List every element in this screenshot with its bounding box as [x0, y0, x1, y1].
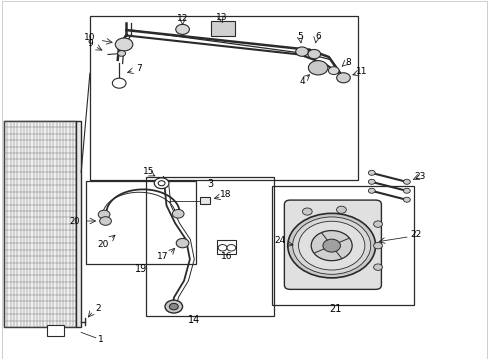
Text: 11: 11 [356, 67, 367, 76]
Text: 2: 2 [95, 303, 101, 312]
Bar [199, 197, 210, 204]
Circle shape [298, 221, 364, 270]
Text: 16: 16 [220, 252, 232, 261]
Circle shape [403, 188, 409, 193]
Text: 4: 4 [299, 77, 304, 86]
Text: 10: 10 [84, 33, 96, 42]
Text: 15: 15 [142, 167, 154, 176]
Text: 14: 14 [188, 315, 200, 325]
Text: 6: 6 [315, 32, 320, 41]
Bar [90, 16, 357, 180]
Text: 21: 21 [329, 304, 342, 314]
Circle shape [287, 213, 375, 278]
Circle shape [373, 221, 382, 227]
Bar [272, 186, 413, 305]
Text: 19: 19 [135, 264, 147, 274]
Text: 9: 9 [87, 39, 93, 48]
Circle shape [118, 50, 125, 56]
Circle shape [336, 206, 346, 213]
Text: 24: 24 [273, 237, 285, 246]
Circle shape [112, 78, 126, 88]
Text: 8: 8 [345, 58, 350, 67]
Text: 23: 23 [413, 172, 425, 181]
Circle shape [154, 178, 168, 189]
Circle shape [176, 238, 188, 248]
Circle shape [292, 217, 370, 274]
Circle shape [308, 60, 327, 75]
Bar [47, 325, 64, 336]
Circle shape [336, 73, 349, 83]
Circle shape [175, 24, 189, 35]
Circle shape [373, 242, 382, 249]
Circle shape [328, 67, 338, 75]
Circle shape [164, 300, 182, 313]
FancyBboxPatch shape [284, 200, 381, 289]
Bar [4, 121, 76, 327]
Circle shape [226, 244, 235, 251]
Text: 1: 1 [98, 335, 103, 344]
Bar [76, 121, 81, 327]
Text: 22: 22 [409, 230, 421, 239]
Circle shape [367, 179, 374, 184]
Text: 20: 20 [97, 240, 108, 249]
Bar [146, 177, 273, 316]
Circle shape [218, 244, 226, 251]
Circle shape [373, 264, 382, 270]
Circle shape [307, 49, 320, 59]
Circle shape [115, 38, 133, 51]
Text: 3: 3 [207, 179, 213, 189]
Text: 20: 20 [69, 216, 80, 225]
Circle shape [98, 210, 110, 219]
Circle shape [169, 303, 178, 310]
Circle shape [302, 208, 311, 215]
Circle shape [158, 181, 164, 186]
Bar [216, 240, 236, 254]
Circle shape [367, 170, 374, 175]
Text: 17: 17 [157, 252, 168, 261]
Circle shape [100, 217, 111, 225]
Circle shape [295, 47, 308, 56]
Bar [86, 181, 195, 264]
Text: 7: 7 [136, 64, 141, 73]
Text: 18: 18 [219, 190, 231, 199]
Circle shape [310, 230, 351, 261]
FancyBboxPatch shape [210, 21, 234, 36]
Text: 5: 5 [297, 32, 303, 41]
Circle shape [403, 179, 409, 184]
Text: 12: 12 [177, 14, 188, 23]
Circle shape [403, 197, 409, 202]
Circle shape [367, 188, 374, 193]
Circle shape [172, 210, 183, 218]
Circle shape [322, 239, 340, 252]
Text: 13: 13 [215, 13, 227, 22]
